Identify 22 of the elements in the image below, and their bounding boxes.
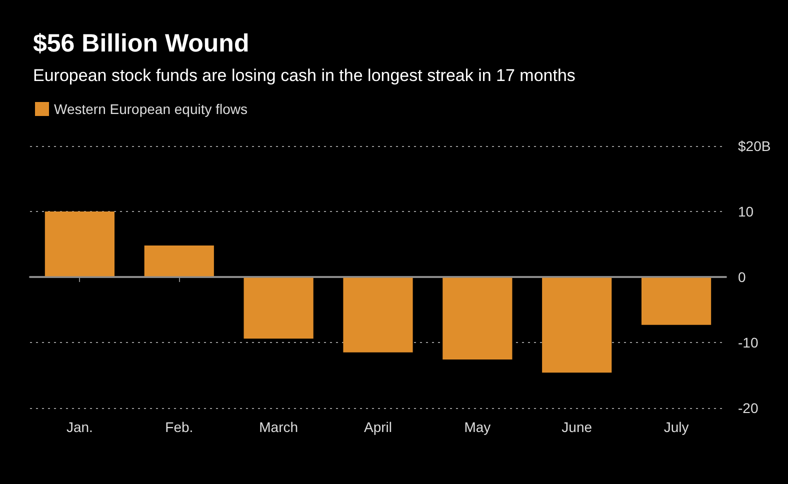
bar <box>442 277 512 360</box>
bar <box>641 277 712 325</box>
x-tick-label: July <box>664 419 689 435</box>
y-tick-label: -10 <box>738 334 758 350</box>
bar <box>144 246 214 277</box>
x-tick-label: April <box>364 419 392 435</box>
y-tick-label: 0 <box>738 269 746 285</box>
legend-label: Western European equity flows <box>54 101 248 117</box>
chart-title: $56 Billion Wound <box>33 30 250 58</box>
chart-subtitle: European stock funds are losing cash in the longest streak in 17 months <box>33 66 576 85</box>
bar <box>244 277 314 339</box>
y-tick-label: -20 <box>738 400 758 416</box>
y-tick-label: $20B <box>738 138 771 154</box>
bar <box>44 212 115 277</box>
y-tick-label: 10 <box>738 204 754 220</box>
x-tick-label: May <box>464 419 491 435</box>
x-tick-label: Jan. <box>66 419 93 435</box>
x-tick-label: March <box>259 419 298 435</box>
x-tick-label: June <box>562 419 592 435</box>
bar <box>542 277 612 373</box>
bar <box>343 277 413 352</box>
x-tick-label: Feb. <box>165 419 194 435</box>
